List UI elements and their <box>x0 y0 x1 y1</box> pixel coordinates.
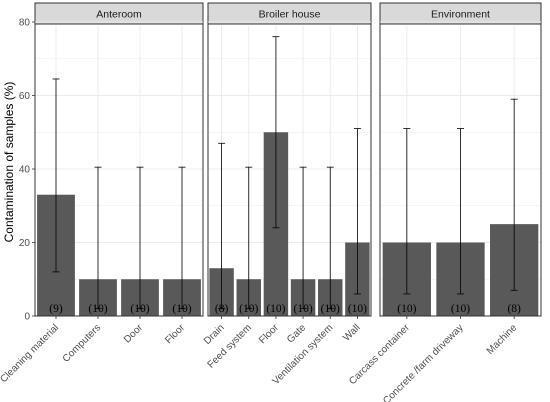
x-tick-label: Drain <box>202 322 227 347</box>
x-tick-label: Computers <box>61 322 103 364</box>
panel-border <box>379 23 542 317</box>
sample-size-label: (10) <box>88 303 107 315</box>
x-tick-label: Cleaning material <box>0 322 61 385</box>
panel-border <box>34 23 204 317</box>
sample-size-label: (9) <box>49 303 63 315</box>
sample-size-label: (8) <box>215 303 229 315</box>
sample-size-label: (10) <box>266 303 285 315</box>
panel-border <box>207 23 372 317</box>
sample-size-label: (10) <box>451 303 470 315</box>
y-axis-label: Contamination of samples (%) <box>2 82 16 243</box>
y-tick-label: 80 <box>19 18 31 29</box>
x-tick-label: Door <box>122 322 146 346</box>
sample-size-label: (10) <box>348 303 367 315</box>
sample-size-label: (8) <box>507 303 521 315</box>
x-tick-label: Gate <box>285 322 308 345</box>
x-tick-label: Machine <box>485 322 520 357</box>
facet-strip-label: Anteroom <box>96 9 142 21</box>
y-tick-label: 40 <box>19 165 31 176</box>
sample-size-label: (10) <box>130 303 149 315</box>
sample-size-label: (10) <box>321 303 340 315</box>
y-tick-label: 20 <box>19 238 31 249</box>
sample-size-label: (10) <box>397 303 416 315</box>
facet-panel-2: Broiler house(8)Drain(10)Feed system(10)… <box>202 2 372 387</box>
panel-background <box>208 24 371 316</box>
facet-panel-3: Environment(10)Carcass container(10)Conc… <box>347 2 542 402</box>
sample-size-label: (10) <box>239 303 258 315</box>
sample-size-label: (10) <box>293 303 312 315</box>
y-tick-label: 60 <box>19 91 31 102</box>
x-tick-label: Wall <box>341 322 362 343</box>
facet-panel-1: Anteroom (9) Cleaning material (10) Computer… <box>0 2 204 385</box>
x-tick-label: Floor <box>257 322 281 346</box>
sample-size-label: (10) <box>172 303 191 315</box>
y-tick-label: 0 <box>24 312 30 323</box>
facet-strip-label: Broiler house <box>259 9 321 21</box>
facet-strip-label: Environment <box>431 9 490 21</box>
x-tick-label: Floor <box>163 322 187 346</box>
